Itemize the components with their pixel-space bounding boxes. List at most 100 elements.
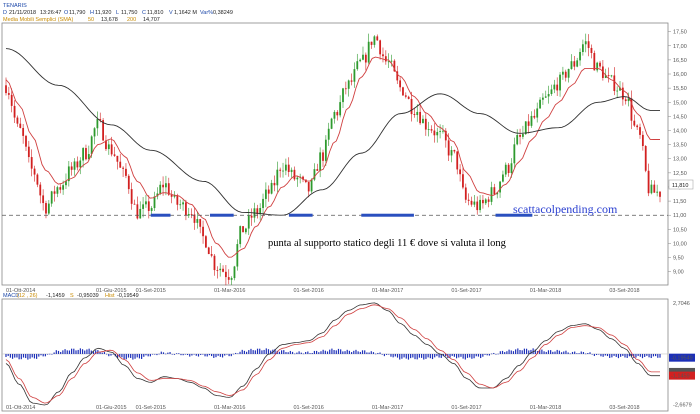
macd-hist-bar [635, 353, 637, 358]
candle-body [633, 120, 636, 126]
candle-body [613, 75, 616, 92]
candle-body [396, 71, 399, 81]
candle-body [322, 152, 324, 161]
candle-body [444, 130, 447, 141]
macd-hist-bar [307, 351, 309, 354]
price-tick-label: 13,00 [673, 157, 687, 163]
candle-body [259, 207, 262, 215]
candle-body [276, 169, 279, 186]
macd-hist-bar [392, 353, 394, 358]
macd-hist-bar [106, 353, 108, 355]
macd-hist-bar [154, 353, 156, 355]
candle-body [207, 247, 210, 255]
macd-hist-bar [88, 348, 90, 354]
candle-body [45, 203, 47, 214]
macd-hist-bar [167, 352, 169, 354]
macd-hist-bar [565, 350, 567, 354]
candle-body [584, 41, 587, 45]
candle-body [564, 71, 567, 78]
macd-hist-bar [22, 353, 25, 358]
macd-hist-bar [95, 350, 97, 354]
candle-body [559, 74, 561, 91]
candle-body [167, 183, 170, 195]
candle-body [487, 199, 490, 202]
macd-hist-bar [609, 353, 611, 358]
candle-body [125, 168, 127, 176]
macd-hist-bar [340, 349, 342, 354]
macd-hist-bar [108, 353, 110, 357]
macd-hist-bar [377, 352, 379, 354]
macd-hist-bar [407, 353, 410, 360]
macd-hist-bar [313, 350, 316, 354]
macd-hist-bar [294, 353, 296, 355]
candle-body [310, 179, 313, 192]
support-marker [209, 213, 234, 217]
price-panel-frame [1, 22, 669, 286]
signal-label: S [70, 293, 74, 299]
macd-hist-bar [543, 351, 545, 354]
sma200-period: 200 [127, 17, 136, 23]
candle-body [182, 202, 184, 205]
candle-body [324, 139, 327, 161]
candle-body [47, 203, 50, 214]
macd-value-box [669, 371, 695, 380]
macd-hist-bar [379, 352, 381, 354]
candle-body [570, 61, 573, 69]
candle-body [30, 157, 33, 169]
macd-hist-bar [615, 353, 617, 357]
candle-body [107, 144, 110, 150]
candle-body [7, 93, 10, 95]
macd-hist-bar [582, 351, 585, 354]
candle-body [239, 226, 242, 245]
macd-hist-bar [650, 353, 652, 359]
macd-hist-bar [480, 353, 482, 359]
macd-hist-bar [31, 353, 33, 358]
date-value: 21/11/2018 [9, 10, 36, 16]
candle-body [353, 69, 356, 82]
candle-body [244, 228, 247, 233]
macd-hist-bar [353, 350, 355, 354]
candle-body [404, 95, 407, 97]
candle-body [567, 68, 570, 78]
price-x-tick-label: 01-Set-2016 [294, 288, 324, 294]
macd-hist-bar [121, 353, 123, 358]
macd-hist-bar [383, 353, 386, 357]
candle-body [387, 61, 390, 63]
macd-hist-bar [394, 353, 396, 357]
macd-hist-bar [326, 351, 329, 354]
macd-hist-bar [628, 353, 630, 357]
candle-body [364, 54, 367, 63]
macd-hist-bar [25, 353, 27, 359]
candle-body [510, 163, 513, 174]
candle-body [496, 192, 499, 195]
macd-hist-bar [206, 353, 208, 357]
macd-hist-bar [585, 353, 587, 355]
price-tick-label: 12,50 [673, 171, 687, 177]
macd-hist-bar [73, 348, 75, 354]
candle-body [233, 266, 236, 279]
macd-hist-bar [57, 350, 60, 354]
macd-hist-bar [460, 353, 462, 357]
macd-hist-bar [84, 350, 86, 354]
candle-body [102, 120, 105, 141]
macd-hist-bar [239, 351, 241, 354]
macd-x-tick-label: 01-Set-2015 [136, 405, 166, 411]
candle-body [202, 226, 204, 237]
candle-body [22, 127, 25, 136]
candle-body [473, 201, 476, 205]
macd-hist-bar [620, 353, 622, 357]
macd-hist-bar [195, 353, 197, 356]
candle-body [561, 71, 564, 75]
macd-hist-bar [519, 349, 521, 354]
macd-hist-bar [92, 351, 95, 354]
macd-hist-bar [200, 353, 202, 355]
macd-hist-bar [110, 353, 112, 356]
macd-hist-bar [134, 353, 136, 359]
macd-hist-bar [243, 350, 246, 354]
sma50-value: 13,678 [101, 17, 118, 23]
macd-hist-bar [259, 348, 261, 354]
candle-body [56, 187, 59, 194]
macd-hist-bar [385, 353, 388, 355]
macd-hist-bar [285, 352, 287, 354]
candle-body [530, 115, 533, 126]
